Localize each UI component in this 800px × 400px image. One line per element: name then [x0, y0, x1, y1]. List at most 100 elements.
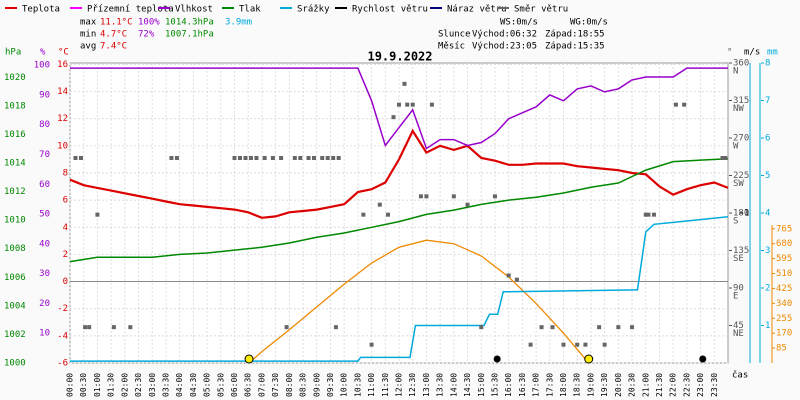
direction-point — [95, 212, 100, 217]
y-tick-label: 1004 — [4, 301, 26, 311]
axis-label: ° — [727, 48, 732, 58]
x-tick-label: 12:00 — [395, 373, 404, 397]
legend-label: Rychlost větru — [352, 5, 428, 15]
y-tick-label: 1010 — [4, 216, 26, 226]
x-tick-label: 05:00 — [203, 373, 212, 397]
direction-point — [169, 156, 174, 160]
y-tick-label: 255 — [776, 314, 792, 324]
axis-label: mm — [767, 48, 778, 58]
x-tick-label: 04:30 — [189, 373, 198, 397]
y-tick-label: 270 — [733, 134, 749, 144]
direction-point — [111, 325, 116, 330]
direction-point — [254, 156, 259, 160]
y-tick-label: 80 — [39, 120, 50, 130]
x-tick-label: 00:00 — [66, 373, 75, 397]
x-tick-label: 13:30 — [436, 373, 445, 397]
stat-text: WG:0m/s — [570, 18, 608, 28]
legend-label: Směr větru — [514, 5, 568, 15]
direction-point — [377, 202, 382, 207]
x-tick-label: 21:30 — [655, 373, 664, 397]
y-tick-label: 3 — [765, 246, 770, 256]
y-tick-label: 1018 — [4, 101, 26, 111]
y-tick-label: 4 — [765, 209, 770, 219]
y-tick-label: 90 — [39, 90, 50, 100]
x-tick-label: 18:30 — [573, 373, 582, 397]
direction-point — [312, 156, 317, 160]
stat-text: max — [80, 18, 97, 28]
direction-point — [550, 325, 555, 330]
y-tick-label: -2 — [57, 304, 68, 314]
y-tick-name: W — [733, 142, 739, 152]
stat-text: Východ:23:05 — [472, 42, 537, 52]
y-tick-label: 100 — [34, 61, 50, 71]
direction-point — [643, 212, 648, 217]
direction-point — [682, 102, 687, 107]
y-tick-name: N — [733, 67, 738, 77]
legend-label: Tlak — [239, 5, 261, 15]
y-tick-label: 680 — [776, 239, 792, 249]
y-tick-name: SE — [733, 254, 744, 264]
x-tick-label: 08:30 — [299, 373, 308, 397]
x-tick-label: 19:30 — [600, 373, 609, 397]
x-tick-label: 22:30 — [682, 373, 691, 397]
direction-point — [248, 156, 253, 160]
series-line — [248, 239, 590, 364]
x-tick-label: 17:00 — [532, 373, 541, 397]
x-tick-label: 23:30 — [710, 373, 719, 397]
stat-text: WS:0m/s — [500, 18, 538, 28]
direction-point — [333, 325, 338, 330]
x-tick-label: 15:00 — [477, 373, 486, 397]
direction-point — [418, 194, 423, 199]
x-tick-label: 10:30 — [353, 373, 362, 397]
y-tick-label: 7 — [765, 96, 770, 106]
x-tick-label: 03:00 — [148, 373, 157, 397]
y-tick-name: S — [733, 217, 738, 227]
x-tick-label: 16:30 — [518, 373, 527, 397]
chart-title: 19.9.2022 — [367, 50, 432, 64]
x-tick-label: 07:30 — [271, 373, 280, 397]
x-tick-label: 17:30 — [545, 373, 554, 397]
y-tick-name: NW — [733, 104, 744, 114]
stat-text: 72% — [138, 30, 155, 40]
direction-point — [270, 156, 275, 160]
x-tick-label: 11:00 — [367, 373, 376, 397]
direction-point — [262, 156, 267, 160]
stat-text: 100% — [138, 18, 160, 28]
y-tick-label: 10 — [57, 141, 68, 151]
y-tick-label: 315 — [733, 96, 749, 106]
moon-mark — [493, 355, 501, 363]
direction-point — [561, 342, 566, 347]
sun-mark — [244, 354, 254, 364]
x-tick-label: 03:30 — [161, 373, 170, 397]
moon-mark — [699, 355, 707, 363]
y-tick-label: 70 — [39, 150, 50, 160]
direction-point — [597, 325, 602, 330]
x-tick-label: 09:30 — [326, 373, 335, 397]
y-tick-label: 135 — [733, 246, 749, 256]
direction-point — [575, 342, 580, 347]
direction-point — [87, 325, 92, 330]
y-tick-label: 360 — [733, 59, 749, 69]
x-tick-label: 14:30 — [463, 373, 472, 397]
direction-point — [386, 212, 391, 217]
y-tick-label: 85 — [776, 344, 787, 354]
direction-point — [279, 156, 284, 160]
direction-point — [73, 156, 78, 160]
y-tick-label: 170 — [776, 329, 792, 339]
series-line — [70, 67, 728, 150]
x-tick-label: 00:30 — [79, 373, 88, 397]
x-tick-label: 16:00 — [504, 373, 513, 397]
direction-point — [331, 156, 336, 160]
y-tick-label: 40 — [39, 239, 50, 249]
direction-point — [479, 325, 484, 330]
direction-point — [583, 342, 588, 347]
x-tick-label: 23:00 — [696, 373, 705, 397]
direction-point — [402, 81, 407, 86]
y-tick-label: 5 — [765, 171, 770, 181]
y-tick-label: 1000 — [4, 359, 26, 369]
y-tick-label: 45 — [733, 321, 744, 331]
series-line — [69, 157, 729, 263]
direction-point — [673, 102, 678, 107]
x-tick-label: 13:00 — [422, 373, 431, 397]
x-tick-label: 04:00 — [175, 373, 184, 397]
